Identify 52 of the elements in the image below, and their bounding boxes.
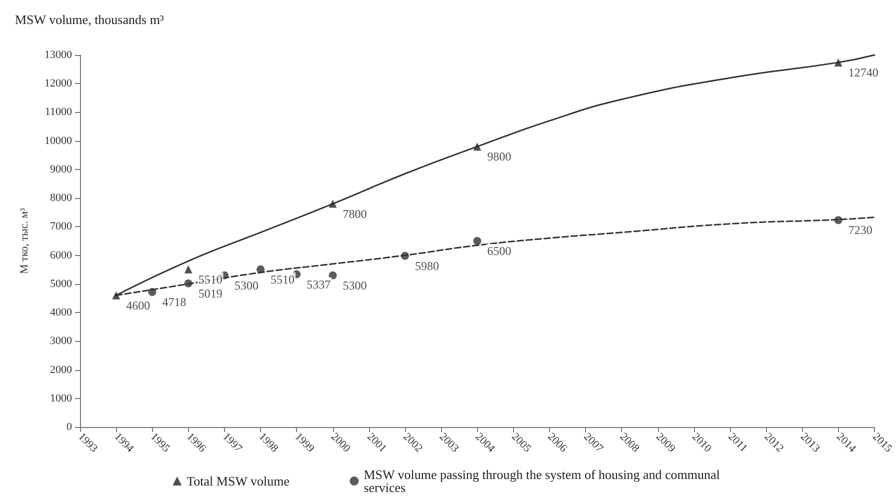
- legend-label: Total MSW volume: [186, 474, 290, 488]
- data-label: 6500: [487, 244, 512, 258]
- data-label: 4718: [162, 294, 186, 309]
- x-tick-label: 1998: [256, 430, 281, 456]
- x-tick-label: 1997: [220, 430, 245, 456]
- data-label: 5510: [198, 272, 222, 286]
- y-tick-label: 13000: [44, 49, 72, 61]
- y-tick-label: 4000: [50, 306, 72, 319]
- data-label: 5300: [234, 278, 258, 292]
- x-tick-label: 1994: [112, 430, 136, 456]
- data-label: 9800: [487, 150, 512, 164]
- y-tick-label: 3000: [50, 335, 72, 348]
- x-tick-label: 1996: [184, 430, 208, 456]
- y-tick-label: 6000: [50, 249, 72, 262]
- data-label: 4600: [126, 298, 150, 312]
- y-tick-label: 7000: [50, 220, 72, 233]
- y-tick-label: 5000: [50, 278, 72, 290]
- point: [184, 265, 192, 274]
- y-tick-label: 1000: [50, 392, 72, 404]
- data-label: 5019: [198, 286, 222, 300]
- point: [112, 291, 120, 300]
- y-tick-label: 0: [66, 421, 72, 433]
- point: [148, 288, 156, 296]
- point: [401, 252, 409, 260]
- point: [328, 271, 337, 280]
- data-label: 7800: [342, 206, 367, 221]
- y-tick-label: 12000: [44, 78, 72, 90]
- y-tick-label: 2000: [50, 364, 72, 376]
- y-tick-label: 11000: [44, 106, 72, 118]
- y-tick-label: 8000: [50, 192, 72, 204]
- data-label: 7230: [848, 223, 872, 238]
- point: [834, 58, 842, 66]
- data-label: 5300: [342, 278, 367, 292]
- chart-title: MSW volume, thousands m³: [15, 12, 164, 27]
- point: [473, 237, 482, 245]
- data-label: 5337: [306, 277, 331, 292]
- x-tick-label: 2007: [581, 430, 606, 456]
- y-axis-title: М тко, тыс. м³: [18, 207, 30, 274]
- data-label: 5980: [414, 258, 439, 273]
- point: [256, 265, 265, 274]
- x-tick-label: 1999: [292, 430, 317, 456]
- y-tick-label: 10000: [44, 134, 72, 147]
- point: [328, 200, 337, 208]
- point: [184, 279, 192, 288]
- point: [834, 216, 842, 224]
- x-tick-label: 1995: [148, 430, 172, 456]
- legend-label: MSW volume passing through the system of housing and communal services: [364, 467, 724, 495]
- point: [473, 142, 482, 151]
- y-tick-label: 9000: [50, 163, 72, 176]
- x-tick-label: 1993: [76, 430, 100, 456]
- data-label: 5510: [270, 272, 295, 286]
- data-label: 12740: [848, 65, 878, 80]
